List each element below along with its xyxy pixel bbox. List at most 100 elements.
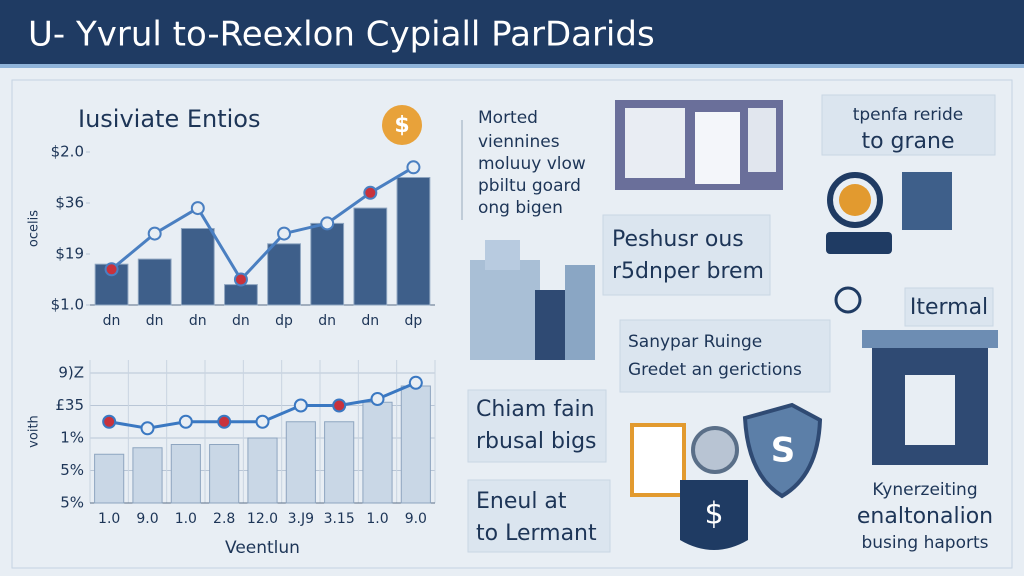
note-line: pbiltu goard: [478, 176, 581, 196]
bar: [209, 444, 240, 504]
line: [110, 166, 415, 282]
text-box: [467, 479, 611, 553]
y-tick-label: 1%: [60, 429, 84, 447]
note-line: moluuy vlow: [478, 154, 586, 174]
line-marker: [332, 398, 347, 413]
note-line: ong bigen: [478, 198, 563, 218]
header-rule: [0, 64, 1024, 68]
x-tick-label: dp: [275, 313, 293, 329]
bar: [285, 421, 316, 504]
y-tick-label: 5%: [60, 494, 84, 512]
line-marker: [408, 375, 423, 390]
x-tick-label: 1.0: [98, 511, 120, 527]
line-marker: [178, 414, 193, 429]
box-text: Sanypar Ruinge: [628, 332, 762, 352]
location-illustration: [826, 172, 952, 254]
text-box: [602, 214, 771, 296]
line-marker: [217, 414, 232, 429]
line-marker: [147, 226, 162, 241]
building-illustration: [470, 240, 595, 360]
box-text: Peshusr ous: [612, 227, 744, 252]
x-tick-label: dn: [146, 313, 164, 329]
x-tick-label: 1.0: [175, 511, 197, 527]
line-marker: [190, 201, 205, 216]
footer-text: busing haports: [861, 533, 988, 553]
box-text: Eneul at: [476, 489, 567, 514]
security-illustration: S $: [630, 402, 823, 550]
x-tick-label: dn: [361, 313, 379, 329]
y-axis-label: voith: [27, 415, 42, 448]
x-tick-label: 3.J9: [288, 511, 314, 527]
footer-text: enaltonalion: [857, 504, 993, 529]
x-tick-label: dn: [103, 313, 121, 329]
box-text: Itermal: [910, 295, 988, 320]
y-tick-label: $2.0: [51, 143, 84, 161]
text-box: [904, 287, 994, 327]
footer-text: Kynerzeiting: [872, 480, 977, 500]
box-text: to grane: [861, 129, 954, 154]
line-marker: [320, 216, 335, 231]
y-tick-label: $19: [55, 245, 84, 263]
dollar-icon-glyph: $: [394, 113, 409, 138]
bar: [247, 437, 278, 504]
x-tick-label: dn: [232, 313, 250, 329]
y-tick-label: 9)Z: [58, 364, 84, 382]
box-text: Gredet an gerictions: [628, 360, 802, 380]
y-axis-label: ocelis: [27, 210, 42, 247]
line-marker: [102, 414, 117, 429]
bar: [180, 228, 215, 306]
y-tick-label: 5%: [60, 461, 84, 479]
box-text: r5dnper brem: [612, 259, 764, 284]
bar: [137, 258, 172, 306]
header-title: U- Yvrul to-Reexlon Cypiall ParDarids: [28, 15, 655, 55]
bar: [400, 385, 431, 504]
header-bar: [0, 0, 1024, 64]
x-tick-label: dn: [318, 313, 336, 329]
note-line: viennines: [478, 132, 560, 152]
bar: [267, 243, 301, 306]
dollar-icon: [382, 105, 422, 145]
bar: [396, 177, 431, 306]
svg-text:S: S: [771, 431, 796, 471]
x-tick-label: 12.0: [247, 511, 278, 527]
line-marker: [140, 421, 155, 436]
bar: [224, 284, 258, 306]
line-marker: [370, 392, 385, 406]
note-line: Morted: [478, 108, 538, 128]
box-text: Chiam fain: [476, 397, 595, 422]
chart-title: Iusiviate Entios: [78, 105, 260, 133]
x-tick-label: 2.8: [213, 511, 235, 527]
frame: [11, 79, 1013, 569]
line-marker: [277, 226, 292, 241]
svg-text:$: $: [704, 497, 723, 532]
bank-illustration: [834, 286, 998, 465]
x-axis-label: Veentlun: [225, 538, 300, 558]
x-tick-label: dn: [189, 313, 207, 329]
document: [625, 108, 685, 178]
bar: [353, 207, 388, 306]
bar: [94, 453, 125, 504]
y-tick-label: $1.0: [51, 296, 84, 314]
bar: [132, 447, 163, 504]
text-box: [821, 94, 996, 156]
line-marker: [255, 414, 270, 429]
x-tick-label: 3.15: [324, 511, 355, 527]
x-tick-label: dp: [405, 313, 423, 329]
box-text: rbusal bigs: [476, 429, 597, 454]
bar: [170, 444, 201, 504]
line-marker: [104, 262, 119, 277]
x-tick-label: 1.0: [366, 511, 388, 527]
y-tick-label: £35: [55, 396, 84, 414]
document: [748, 108, 776, 172]
box-text: to Lermant: [476, 521, 597, 546]
x-tick-label: 9.0: [136, 511, 158, 527]
box-text: tpenfa reride: [853, 105, 964, 125]
bar: [362, 401, 393, 504]
line-marker: [363, 185, 378, 200]
text-box: [467, 389, 607, 463]
bar: [324, 421, 355, 504]
y-tick-label: $36: [55, 194, 84, 212]
line-marker: [406, 160, 421, 175]
